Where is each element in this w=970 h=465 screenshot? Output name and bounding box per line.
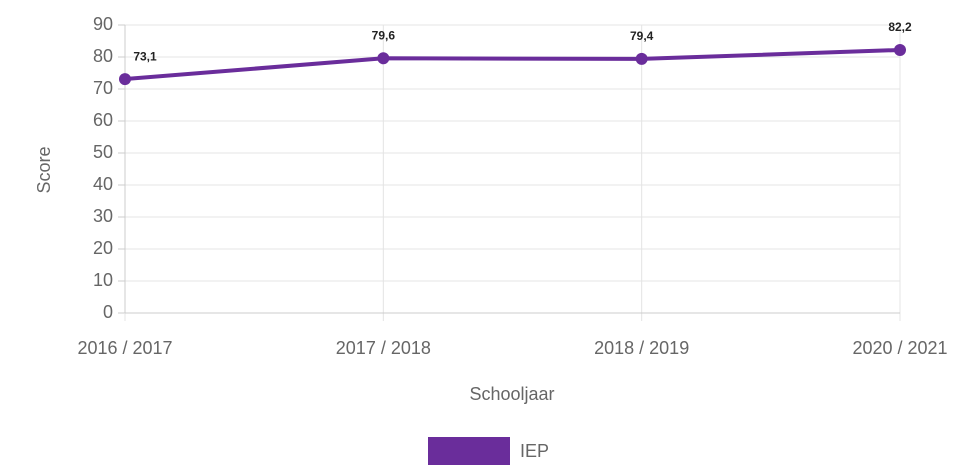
y-tick-label: 0 xyxy=(103,302,113,322)
value-label: 73,1 xyxy=(133,49,157,63)
y-tick-label: 70 xyxy=(93,78,113,98)
value-label: 82,2 xyxy=(888,20,912,34)
y-tick-label: 20 xyxy=(93,238,113,258)
y-axis-title: Score xyxy=(34,146,54,193)
x-tick-label: 2017 / 2018 xyxy=(336,338,431,358)
y-tick-label: 60 xyxy=(93,110,113,130)
y-tick-label: 80 xyxy=(93,46,113,66)
x-axis-title: Schooljaar xyxy=(469,384,554,404)
y-tick-label: 40 xyxy=(93,174,113,194)
data-point xyxy=(377,52,390,65)
x-tick-label: 2018 / 2019 xyxy=(594,338,689,358)
value-label: 79,4 xyxy=(630,29,654,43)
y-tick-label: 50 xyxy=(93,142,113,162)
legend-label: IEP xyxy=(520,441,549,461)
y-tick-label: 30 xyxy=(93,206,113,226)
data-point xyxy=(119,73,131,86)
y-tick-label: 10 xyxy=(93,270,113,290)
y-tick-label: 90 xyxy=(93,14,113,34)
x-tick-label: 2016 / 2017 xyxy=(77,338,172,358)
value-label: 79,6 xyxy=(372,28,396,42)
legend-swatch xyxy=(428,437,510,465)
series-line xyxy=(124,47,901,82)
data-point xyxy=(894,43,906,56)
x-tick-label: 2020 / 2021 xyxy=(852,338,947,358)
data-point xyxy=(635,52,648,65)
